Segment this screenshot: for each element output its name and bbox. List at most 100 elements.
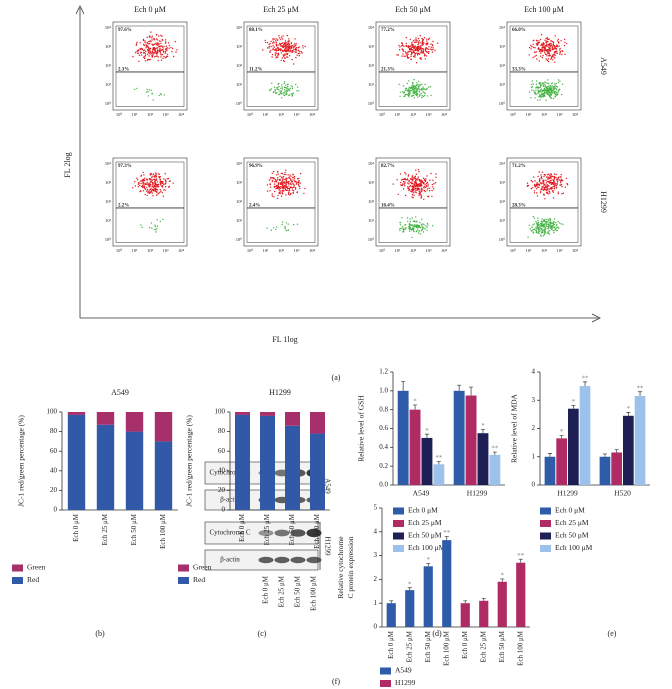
event-dot bbox=[420, 179, 422, 181]
event-dot bbox=[162, 47, 164, 49]
event-dot bbox=[550, 86, 552, 88]
event-dot bbox=[150, 191, 152, 193]
event-dot bbox=[144, 49, 146, 51]
event-dot bbox=[411, 85, 413, 87]
y-tick-label: 60 bbox=[50, 447, 58, 455]
chart-title: A549 bbox=[111, 388, 129, 397]
event-dot bbox=[537, 88, 539, 90]
event-dot bbox=[144, 55, 146, 58]
tick-label: 10³ bbox=[426, 112, 433, 117]
event-dot bbox=[149, 179, 151, 181]
x-tick-label: A549 bbox=[413, 489, 430, 498]
event-dot bbox=[538, 180, 541, 183]
event-dot bbox=[284, 92, 286, 94]
event-dot bbox=[563, 44, 566, 47]
event-dot bbox=[271, 56, 273, 58]
event-dot bbox=[427, 183, 429, 185]
bar-segment bbox=[67, 414, 86, 510]
event-dot bbox=[270, 186, 272, 188]
event-dot bbox=[550, 93, 553, 96]
event-dot bbox=[412, 49, 414, 51]
event-dot bbox=[282, 55, 285, 57]
event-dot bbox=[550, 40, 552, 42]
event-dot bbox=[423, 55, 426, 57]
event-dot bbox=[533, 223, 535, 225]
event-dot bbox=[149, 50, 151, 52]
event-dot bbox=[154, 226, 157, 228]
event-dot bbox=[298, 55, 300, 57]
event-dot bbox=[275, 226, 278, 228]
event-dot bbox=[423, 198, 425, 200]
event-dot bbox=[554, 57, 556, 59]
event-dot bbox=[281, 187, 284, 189]
event-dot bbox=[402, 181, 405, 183]
event-dot bbox=[418, 87, 420, 90]
y-tick-label: 0.2 bbox=[379, 462, 388, 470]
event-dot bbox=[548, 49, 550, 52]
event-dot bbox=[426, 44, 428, 46]
event-dot bbox=[412, 185, 414, 187]
event-dot bbox=[535, 51, 538, 53]
event-dot bbox=[550, 173, 552, 175]
event-dot bbox=[164, 173, 166, 175]
event-dot bbox=[280, 190, 282, 192]
event-dot bbox=[418, 42, 420, 44]
event-dot bbox=[432, 225, 434, 227]
event-dot bbox=[149, 53, 151, 55]
event-dot bbox=[293, 51, 295, 53]
event-dot bbox=[399, 229, 401, 232]
event-dot bbox=[277, 182, 279, 184]
bar bbox=[453, 390, 465, 485]
event-dot bbox=[559, 52, 561, 54]
event-dot bbox=[161, 182, 163, 184]
event-dot bbox=[280, 52, 283, 54]
bar bbox=[556, 438, 567, 485]
event-dot bbox=[412, 51, 414, 54]
event-dot bbox=[540, 85, 542, 87]
event-dot bbox=[278, 93, 281, 95]
event-dot bbox=[544, 45, 546, 47]
event-dot bbox=[557, 220, 559, 223]
event-dot bbox=[142, 171, 144, 174]
event-dot bbox=[289, 55, 291, 57]
plot-frame bbox=[375, 157, 451, 247]
bar-segment bbox=[154, 441, 173, 510]
event-dot bbox=[274, 89, 277, 92]
event-dot bbox=[402, 91, 404, 93]
event-dot bbox=[420, 92, 422, 95]
event-dot bbox=[552, 230, 554, 232]
event-dot bbox=[536, 222, 538, 224]
event-dot bbox=[541, 177, 543, 180]
event-dot bbox=[150, 40, 152, 43]
event-dot bbox=[155, 42, 157, 45]
event-dot bbox=[537, 223, 539, 225]
tick-label: 10⁴ bbox=[178, 248, 185, 253]
blot-band bbox=[274, 529, 290, 537]
event-dot bbox=[553, 90, 555, 92]
event-dot bbox=[293, 186, 295, 188]
event-dot bbox=[145, 183, 147, 186]
tick-label: 10⁰ bbox=[510, 112, 517, 117]
legend-swatch bbox=[393, 507, 404, 515]
event-dot bbox=[425, 47, 427, 49]
error-bar bbox=[481, 598, 486, 601]
error-bar bbox=[407, 587, 412, 591]
panel-label: (d) bbox=[432, 629, 442, 638]
event-dot bbox=[424, 183, 426, 186]
tick-label: 10⁰ bbox=[368, 101, 375, 106]
event-dot bbox=[416, 54, 419, 56]
event-dot bbox=[413, 186, 415, 188]
event-dot bbox=[557, 178, 559, 181]
event-dot bbox=[553, 83, 556, 85]
event-dot bbox=[167, 42, 170, 44]
event-dot bbox=[158, 176, 160, 178]
legend-swatch bbox=[380, 680, 391, 687]
event-dot bbox=[531, 80, 533, 82]
event-dot bbox=[144, 40, 146, 42]
event-dot bbox=[417, 41, 419, 43]
event-dot bbox=[151, 43, 153, 45]
significance: * bbox=[408, 580, 412, 588]
event-dot bbox=[280, 59, 282, 62]
event-dot bbox=[277, 173, 279, 175]
event-dot bbox=[415, 179, 417, 181]
